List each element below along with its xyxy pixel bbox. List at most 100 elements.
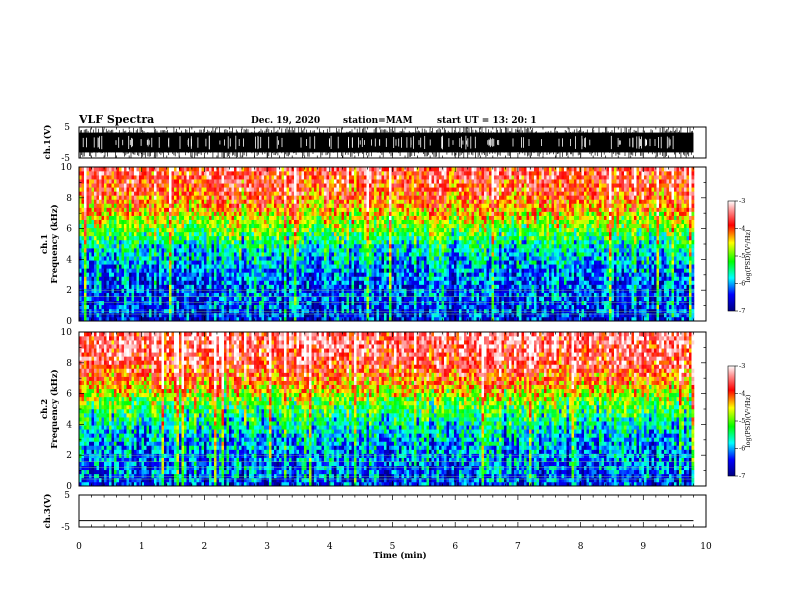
spectrogram-cell <box>176 223 180 229</box>
spectrogram-cell <box>289 304 292 310</box>
spectrogram-cell <box>109 296 112 302</box>
spectrogram-cell <box>116 203 120 208</box>
spectrogram-cell <box>169 183 172 188</box>
spectrogram-cell <box>201 183 205 188</box>
spectrogram-cell <box>181 175 185 180</box>
spectrogram-cell <box>129 264 132 269</box>
spectrogram-cell <box>329 284 332 289</box>
spectrogram-cell <box>256 280 260 285</box>
spectrogram-cell <box>284 231 287 237</box>
spectrogram-cell <box>146 175 150 180</box>
spectrogram-cell <box>254 239 257 245</box>
spectrogram-cell <box>201 227 205 233</box>
spectrogram-cell <box>304 223 307 229</box>
spectrogram-cell <box>226 304 230 310</box>
spectrogram-cell <box>366 235 370 241</box>
spectrogram-cell <box>141 199 145 204</box>
spectrogram-cell <box>336 308 340 314</box>
spectrogram-cell <box>226 203 230 208</box>
spectrogram-cell <box>296 316 300 321</box>
spectrogram-cell <box>306 248 310 253</box>
ch1-waveform-gap <box>644 138 646 147</box>
spectrogram-cell <box>231 256 235 261</box>
spectrogram-cell <box>369 300 372 306</box>
spectrogram-cell <box>104 252 107 257</box>
spectrogram-cell <box>124 215 127 220</box>
spectrogram-cell <box>84 268 87 273</box>
spectrogram-cell <box>116 239 120 245</box>
spectrogram-cell <box>79 296 82 302</box>
spectrogram-cell <box>226 183 230 188</box>
spectrogram-cell <box>319 199 322 204</box>
spectrogram-cell <box>199 288 202 293</box>
spectrogram-cell <box>306 219 310 225</box>
spectrogram-cell <box>326 175 330 180</box>
spectrogram-cell <box>159 248 162 253</box>
spectrogram-cell <box>176 256 180 261</box>
spectrogram-cell <box>249 264 252 269</box>
spectrogram-cell <box>299 296 302 302</box>
spectrogram-cell <box>291 171 295 176</box>
spectrogram-cell <box>279 195 282 200</box>
spectrogram-cell <box>156 183 160 188</box>
spectrogram-cell <box>339 252 342 257</box>
spectrogram-cell <box>219 244 222 249</box>
spectrogram-cell <box>269 244 272 249</box>
spectrogram-cell <box>164 231 167 237</box>
spectrogram-cell <box>104 272 107 277</box>
spectrogram-cell <box>286 268 290 273</box>
spectrogram-cell <box>141 187 145 192</box>
spectrogram-cell <box>219 175 222 180</box>
ch1-waveform-gap <box>309 136 311 149</box>
spectrogram-cell <box>254 231 257 237</box>
spectrogram-cell <box>269 215 272 220</box>
spectrogram-cell <box>161 264 165 269</box>
spectrogram-cell <box>281 167 285 172</box>
spectrogram-cell <box>104 284 107 289</box>
spectrogram-cell <box>269 272 272 277</box>
spectrogram-cell <box>356 316 360 321</box>
spectrogram-cell <box>189 167 192 172</box>
spectrogram-cell <box>279 300 282 306</box>
spectrogram-cell <box>89 304 92 310</box>
spectrogram-cell <box>284 264 287 269</box>
spectrogram-cell <box>286 175 290 180</box>
spectrogram-cell <box>254 316 257 321</box>
spectrogram-cell <box>279 256 282 261</box>
spectrogram-cell <box>129 215 132 220</box>
spectrogram-cell <box>279 179 282 184</box>
spectrogram-cell <box>141 215 145 220</box>
spectrogram-cell <box>219 235 222 241</box>
spectrogram-cell <box>274 211 277 216</box>
spectrogram-cell <box>161 195 165 200</box>
spectrogram-cell <box>91 292 95 297</box>
spectrogram-cell <box>281 308 285 314</box>
spectrogram-cell <box>306 195 310 200</box>
spectrogram-cell <box>294 252 297 257</box>
spectrogram-cell <box>109 187 112 192</box>
spectrogram-cell <box>376 207 380 212</box>
spectrogram-cell <box>84 187 87 192</box>
spectrogram-cell <box>111 284 115 289</box>
spectrogram-cell <box>166 276 170 281</box>
spectrogram-cell <box>164 167 167 172</box>
spectrogram-cell <box>89 203 92 208</box>
spectrogram-cell <box>236 207 240 212</box>
spectrogram-cell <box>349 272 352 277</box>
ch1-waveform-gap <box>118 137 120 148</box>
spectrogram-cell <box>149 239 152 245</box>
spectrogram-cell <box>116 187 120 192</box>
spectrogram-cell <box>156 312 160 318</box>
spectrogram-cell <box>329 272 332 277</box>
spectrogram-cell <box>136 239 140 245</box>
ch1-waveform-gap <box>418 140 420 145</box>
spectrogram-cell <box>369 272 372 277</box>
spectrogram-cell <box>144 316 147 321</box>
spectrogram-cell <box>361 296 365 302</box>
spectrogram-cell <box>326 300 330 306</box>
spectrogram-cell <box>374 296 377 302</box>
spectrogram-cell <box>314 175 317 180</box>
spectrogram-cell <box>339 296 342 302</box>
spectrogram-cell <box>351 304 355 310</box>
spectrogram-cell <box>244 260 247 265</box>
